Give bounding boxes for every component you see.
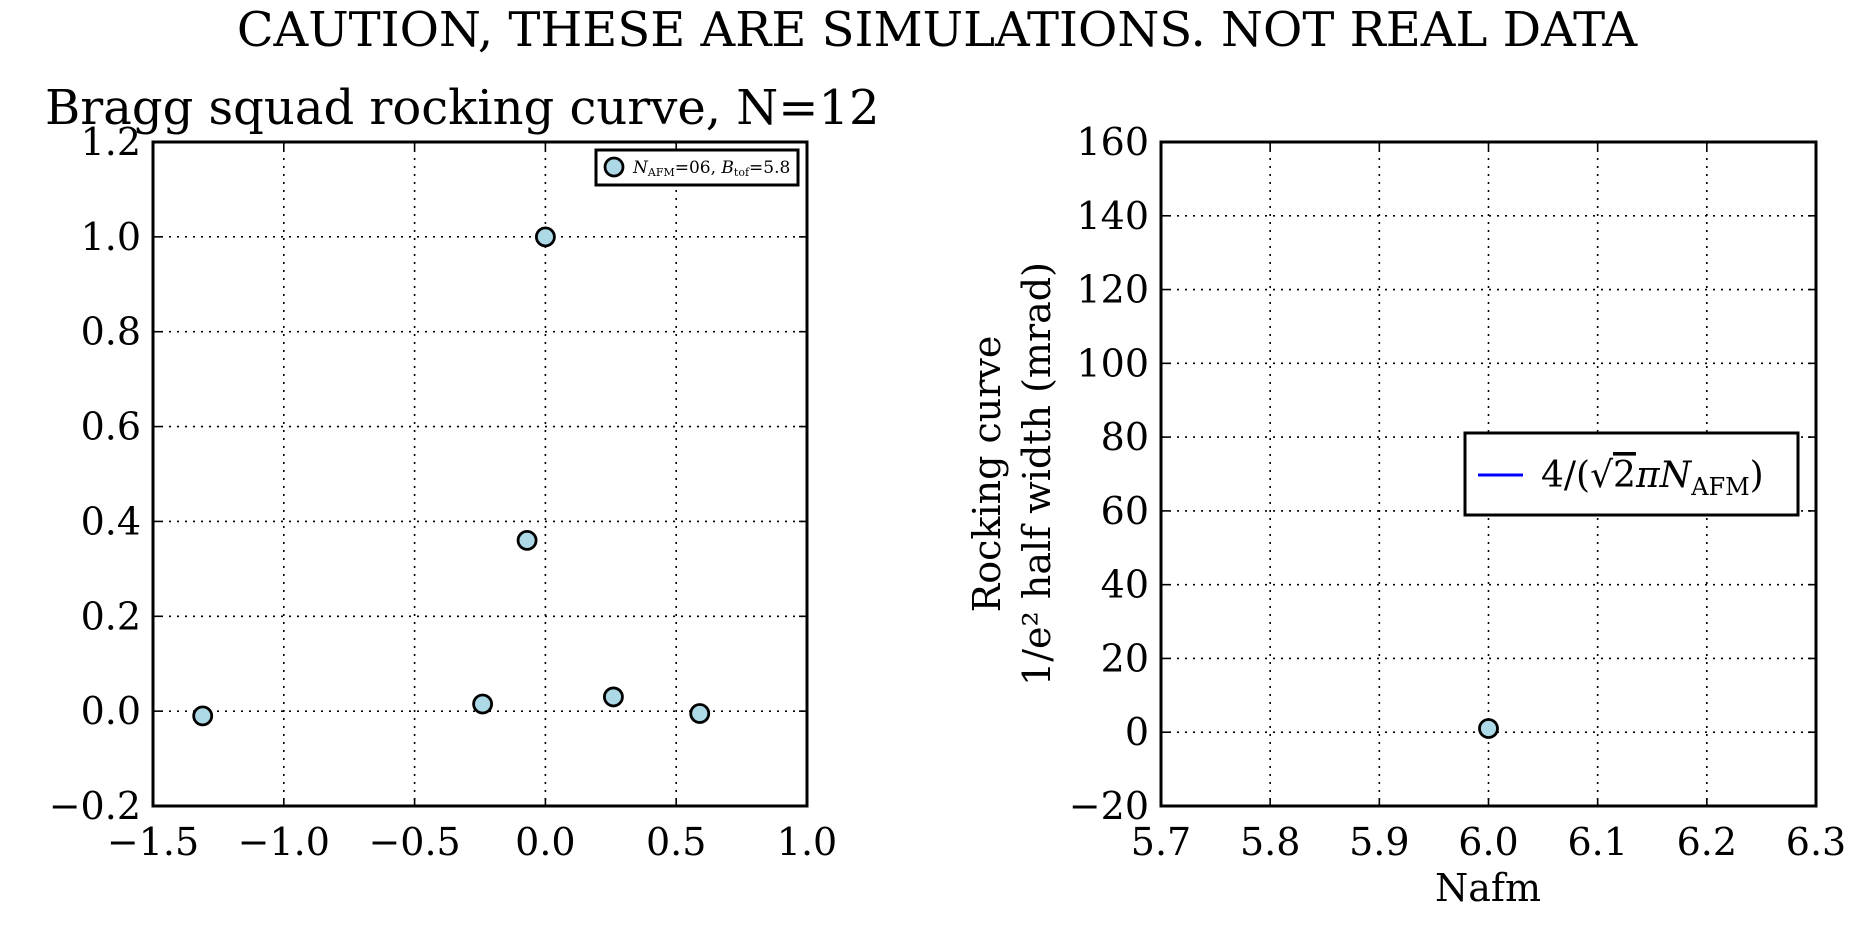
rocking-curve-data-point <box>689 703 711 724</box>
legend-label-part: AFM <box>1690 473 1750 501</box>
legend-label-part: 2 <box>1613 455 1636 496</box>
legend-label-part: N <box>632 158 649 178</box>
rocking-curve-legend-marker <box>603 156 625 178</box>
half-width-ytick-label: 100 <box>1076 341 1149 385</box>
half-width-ytick-label: 40 <box>1101 563 1149 607</box>
half-width-xtick-label: 6.2 <box>1677 820 1737 864</box>
rocking-curve-legend-label: NAFM=06, Btof=5.8 <box>632 158 790 179</box>
half-width-legend-label: 4/(√2πNAFM) <box>1541 455 1764 501</box>
legend-label-part: tof <box>734 166 750 179</box>
rocking-curve-data-point <box>516 530 538 551</box>
half-width-ytick-label: 20 <box>1101 636 1149 680</box>
rocking-curve-ytick-label: 0.6 <box>81 405 141 449</box>
half-width-ytick-label: 120 <box>1076 268 1149 312</box>
rocking-curve-xtick-label: −1.0 <box>238 820 330 864</box>
rocking-curve-ytick-label: 0.8 <box>81 310 141 354</box>
rocking-curve-xtick-label: −0.5 <box>368 820 460 864</box>
rocking-curve-legend: NAFM=06, Btof=5.8 <box>594 148 800 187</box>
half-width-frame <box>1159 140 1818 808</box>
rocking-curve-chart: Bragg squad rocking curve, N=12 −1.5 −1.0… <box>45 80 880 864</box>
rocking-curve-ticks: −1.5 −1.0 −0.5 0.0 0.5 1.0 −0.2 0.0 0.2 0.4 0.6 0.8… <box>49 120 838 864</box>
half-width-ytick-label: −20 <box>1069 784 1149 828</box>
half-width-grid <box>1161 142 1816 806</box>
legend-label-part: =5.8 <box>749 158 790 178</box>
half-width-ytick-label: 160 <box>1076 120 1149 164</box>
half-width-chart: 5.7 5.8 5.9 6.0 6.1 6.2 6.3 −20 0 20 40 60 80 100 120 1… <box>965 120 1846 910</box>
legend-label-part: =06, <box>675 158 722 178</box>
rocking-curve-legend-box <box>594 148 800 187</box>
legend-label-part: AFM <box>647 166 675 179</box>
half-width-ytick-label: 0 <box>1125 710 1149 754</box>
rocking-curve-points <box>192 226 711 727</box>
rocking-curve-ytick-label: −0.2 <box>49 784 141 828</box>
rocking-curve-xtick-label: 0.5 <box>646 820 706 864</box>
half-width-xtick-label: 6.3 <box>1786 820 1846 864</box>
half-width-ytick-label: 60 <box>1101 489 1149 533</box>
rocking-curve-data-point <box>535 226 556 248</box>
figure-suptitle: CAUTION, THESE ARE SIMULATIONS. NOT REAL… <box>237 2 1639 58</box>
rocking-curve-data-point <box>472 693 494 715</box>
half-width-xtick-label: 6.0 <box>1458 820 1518 864</box>
half-width-ylabel-line1: Rocking curve <box>965 336 1009 613</box>
half-width-ylabel-line2: 1/e² half width (mrad) <box>1015 262 1059 686</box>
rocking-curve-xtick-label: 1.0 <box>777 820 837 864</box>
half-width-xtick-label: 5.7 <box>1131 820 1191 864</box>
half-width-xlabel: Nafm <box>1435 866 1541 910</box>
rocking-curve-ytick-label: 1.2 <box>81 120 141 164</box>
rocking-curve-ytick-label: 0.4 <box>81 499 141 543</box>
legend-label-part: πN <box>1635 455 1693 496</box>
half-width-ticks: 5.7 5.8 5.9 6.0 6.1 6.2 6.3 −20 0 20 40 60 80 100 120 1… <box>1069 120 1846 864</box>
half-width-xtick-label: 5.8 <box>1240 820 1300 864</box>
half-width-points <box>1478 718 1499 739</box>
half-width-data-point <box>1478 718 1499 739</box>
half-width-ytick-label: 80 <box>1101 415 1149 459</box>
legend-label-part: B <box>720 158 734 178</box>
rocking-curve-data-point <box>192 705 214 727</box>
rocking-curve-xtick-label: 0.0 <box>515 820 575 864</box>
rocking-curve-frame <box>151 140 809 808</box>
legend-label-part: √ <box>1590 455 1613 496</box>
rocking-curve-ytick-label: 0.0 <box>81 689 141 733</box>
half-width-xtick-label: 6.1 <box>1567 820 1627 864</box>
legend-label-part: 4/( <box>1541 455 1590 496</box>
half-width-legend: 4/(√2πNAFM) <box>1463 431 1800 517</box>
half-width-ytick-label: 140 <box>1076 194 1149 238</box>
legend-label-part: ) <box>1750 455 1764 496</box>
rocking-curve-title: Bragg squad rocking curve, N=12 <box>45 80 880 136</box>
rocking-curve-xtick-label: −1.5 <box>107 820 199 864</box>
half-width-xtick-label: 5.9 <box>1349 820 1409 864</box>
rocking-curve-data-point <box>603 686 624 708</box>
rocking-curve-ytick-label: 1.0 <box>81 215 141 259</box>
rocking-curve-ytick-label: 0.2 <box>81 594 141 638</box>
